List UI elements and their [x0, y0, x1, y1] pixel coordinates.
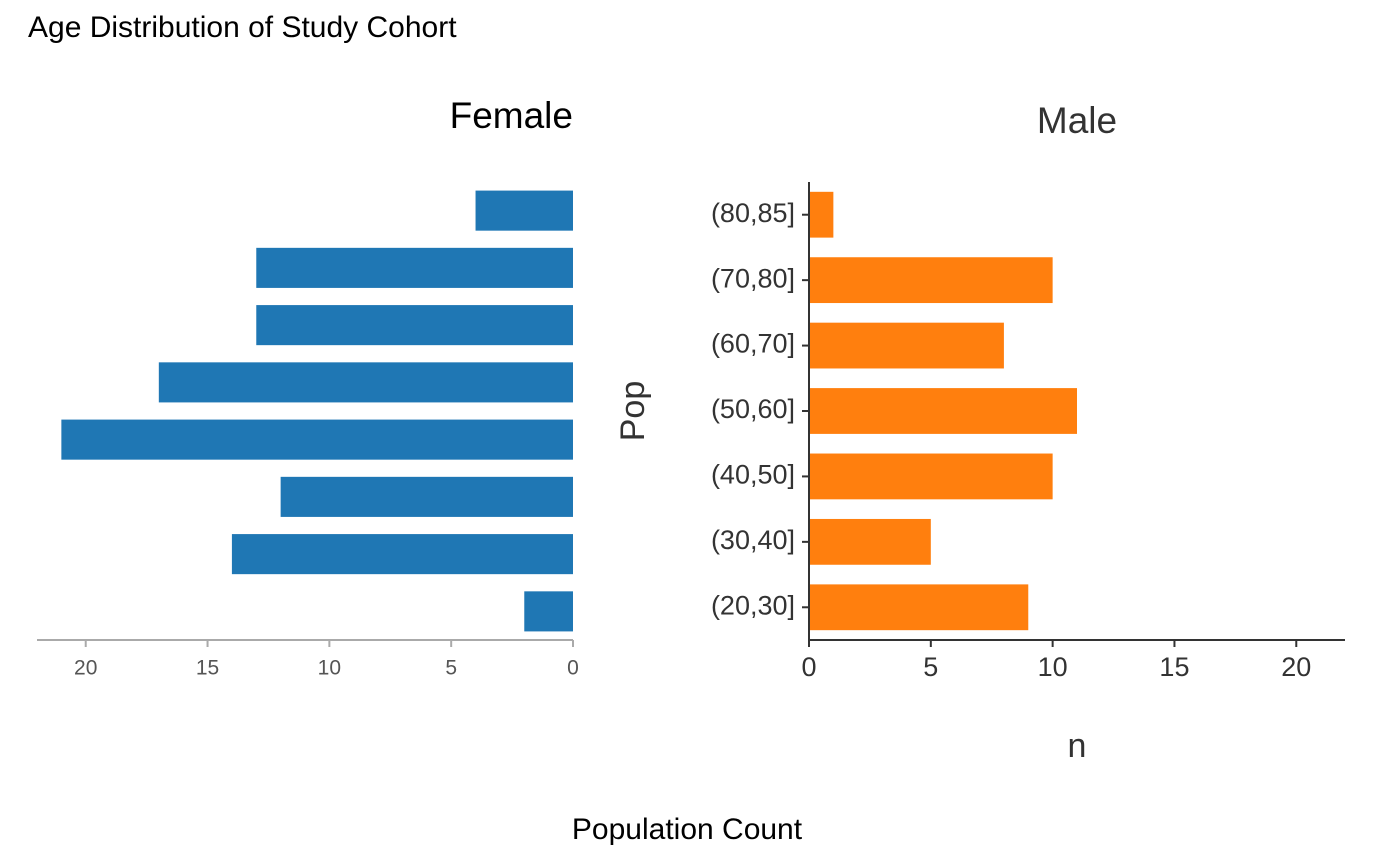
y-tick-label: (40,50]	[711, 460, 795, 490]
bar	[809, 257, 1053, 304]
y-tick-label: (80,85]	[711, 198, 795, 228]
x-tick-label: 15	[196, 657, 219, 680]
x-axis-label: n	[1068, 727, 1087, 765]
bar	[809, 518, 931, 565]
bar	[231, 534, 573, 575]
bar	[809, 191, 834, 238]
bar	[809, 388, 1077, 434]
x-tick-label: 20	[74, 657, 97, 680]
x-tick-label: 0	[801, 652, 816, 682]
bar	[256, 305, 573, 346]
bar	[280, 476, 573, 517]
chart-title: Age Distribution of Study Cohort	[28, 11, 457, 44]
bar	[524, 591, 573, 632]
panel-title: Male	[1037, 100, 1117, 141]
bar	[158, 362, 573, 403]
x-tick-label: 15	[1159, 652, 1189, 682]
bar	[809, 322, 1004, 369]
bar	[809, 584, 1029, 631]
x-tick-label: 10	[1038, 652, 1068, 682]
x-tick-label: 10	[318, 657, 341, 680]
x-tick-label: 5	[445, 657, 457, 680]
y-tick-label: (20,30]	[711, 590, 795, 620]
y-tick-label: (70,80]	[711, 263, 795, 293]
y-tick-label: (30,40]	[711, 525, 795, 555]
bar	[809, 453, 1053, 500]
shared-x-label: Population Count	[572, 813, 803, 846]
bar	[475, 190, 573, 231]
x-tick-label: 0	[567, 657, 579, 680]
bar	[256, 247, 573, 288]
x-tick-label: 5	[923, 652, 938, 682]
x-tick-label: 20	[1281, 652, 1311, 682]
y-axis-label: Pop	[614, 381, 652, 442]
y-tick-label: (50,60]	[711, 394, 795, 424]
y-tick-label: (60,70]	[711, 329, 795, 359]
panel-title: Female	[450, 95, 573, 136]
bar	[61, 419, 573, 460]
